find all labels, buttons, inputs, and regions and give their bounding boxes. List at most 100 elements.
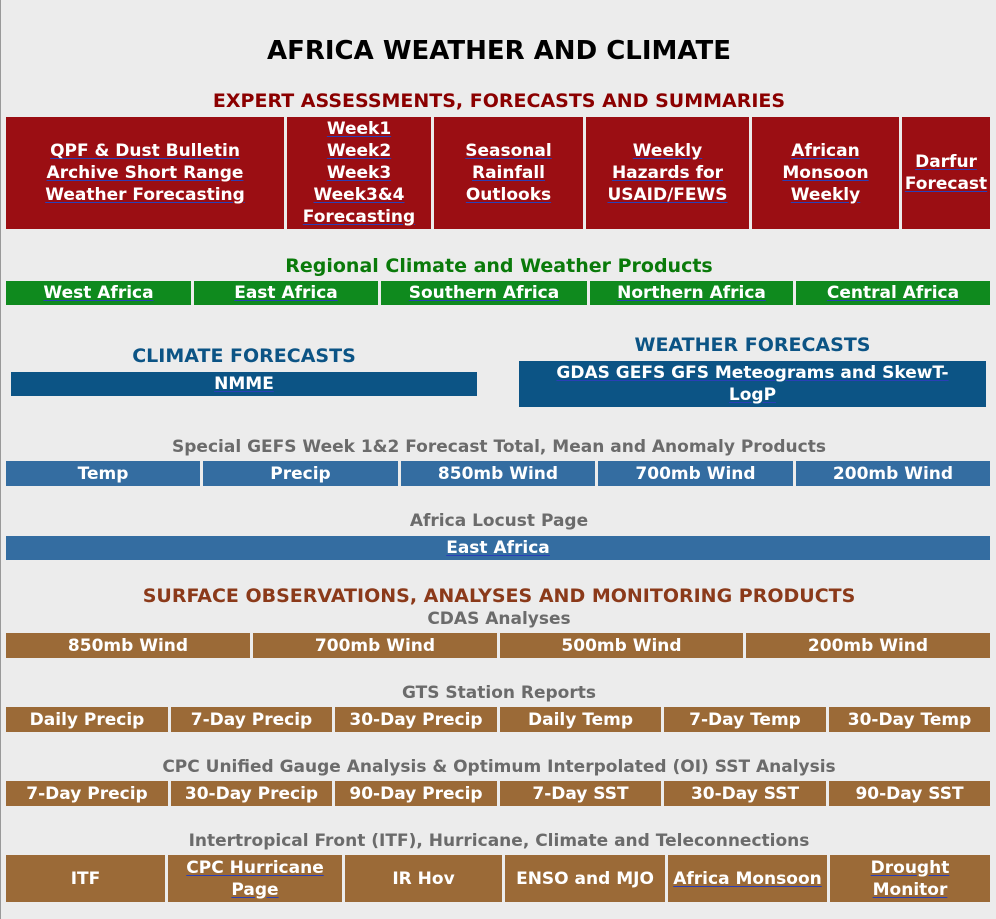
cpc-7day-sst-link[interactable]: 7-Day SST xyxy=(500,781,664,806)
gefs-200mb-wind-label: 200mb Wind xyxy=(832,463,954,484)
gefs-850mb-wind-link[interactable]: 850mb Wind xyxy=(401,461,598,486)
enso-mjo-label: ENSO and MJO xyxy=(516,868,654,889)
east-africa-label: East Africa xyxy=(234,283,338,303)
gts-7day-temp-label: 7-Day Temp xyxy=(689,709,801,730)
week-forecasting-label: Week1 Week2 Week3 Week3&4 Forecasting xyxy=(302,119,416,227)
gdas-gefs-gfs-link[interactable]: GDAS GEFS GFS Meteograms and SkewT-LogP xyxy=(519,361,986,407)
gefs-row: Temp Precip 850mb Wind 700mb Wind 200mb … xyxy=(6,461,990,486)
cdas-header: CDAS Analyses xyxy=(427,609,571,629)
seasonal-outlooks-label: Seasonal Rainfall Outlooks xyxy=(465,141,552,205)
cpc-90day-precip-label: 90-Day Precip xyxy=(349,783,483,804)
gefs-precip-label: Precip xyxy=(270,463,331,484)
northern-africa-label: Northern Africa xyxy=(617,283,766,303)
gefs-200mb-wind-link[interactable]: 200mb Wind xyxy=(796,461,990,486)
west-africa-label: West Africa xyxy=(43,283,154,303)
gts-header: GTS Station Reports xyxy=(401,683,596,703)
gefs-precip-link[interactable]: Precip xyxy=(203,461,401,486)
cpc-30day-sst-link[interactable]: 30-Day SST xyxy=(664,781,829,806)
cdas-500mb-wind-link[interactable]: 500mb Wind xyxy=(500,633,746,658)
gts-7day-temp-link[interactable]: 7-Day Temp xyxy=(664,707,829,732)
itf-link[interactable]: ITF xyxy=(6,855,168,902)
ir-hov-link[interactable]: IR Hov xyxy=(345,855,505,902)
african-monsoon-weekly-link[interactable]: African Monsoon Weekly xyxy=(752,117,902,229)
gts-30day-temp-label: 30-Day Temp xyxy=(847,709,972,730)
qpf-bulletin-label: QPF & Dust Bulletin Archive Short Range … xyxy=(45,141,245,205)
cpc-7day-precip-label: 7-Day Precip xyxy=(26,783,148,804)
nmme-label: NMME xyxy=(214,374,274,394)
gefs-header: Special GEFS Week 1&2 Forecast Total, Me… xyxy=(172,437,826,457)
itf-row: ITF CPC Hurricane Page IR Hov ENSO and M… xyxy=(6,855,990,902)
cdas-700mb-wind-link[interactable]: 700mb Wind xyxy=(253,633,500,658)
weekly-hazards-label: Weekly Hazards for USAID/FEWS xyxy=(607,141,728,205)
africa-monsoon-link[interactable]: Africa Monsoon xyxy=(668,855,830,902)
enso-mjo-link[interactable]: ENSO and MJO xyxy=(505,855,668,902)
cdas-200mb-wind-link[interactable]: 200mb Wind xyxy=(746,633,990,658)
gts-7day-precip-link[interactable]: 7-Day Precip xyxy=(171,707,335,732)
climate-forecasts-header: CLIMATE FORECASTS xyxy=(132,345,356,367)
northern-africa-link[interactable]: Northern Africa xyxy=(590,281,796,305)
cpc-90day-precip-link[interactable]: 90-Day Precip xyxy=(335,781,500,806)
gefs-temp-link[interactable]: Temp xyxy=(6,461,203,486)
gefs-700mb-wind-label: 700mb Wind xyxy=(635,463,756,484)
ir-hov-label: IR Hov xyxy=(392,868,455,889)
gts-daily-temp-label: Daily Temp xyxy=(528,709,633,730)
cdas-200mb-wind-label: 200mb Wind xyxy=(807,635,929,656)
gts-row: Daily Precip 7-Day Precip 30-Day Precip … xyxy=(6,707,990,732)
cdas-850mb-wind-label: 850mb Wind xyxy=(67,635,189,656)
drought-monitor-link[interactable]: Drought Monitor xyxy=(830,855,990,902)
southern-africa-label: Southern Africa xyxy=(408,283,560,303)
surface-header: SURFACE OBSERVATIONS, ANALYSES AND MONIT… xyxy=(142,585,856,607)
gts-7day-precip-label: 7-Day Precip xyxy=(190,709,313,730)
gts-daily-temp-link[interactable]: Daily Temp xyxy=(500,707,664,732)
drought-monitor-label: Drought Monitor xyxy=(870,857,950,900)
darfur-forecast-label: Darfur Forecast xyxy=(904,152,988,194)
cdas-700mb-wind-label: 700mb Wind xyxy=(314,635,436,656)
gefs-temp-label: Temp xyxy=(77,463,129,484)
cpc-header: CPC Unified Gauge Analysis & Optimum Int… xyxy=(162,757,836,777)
qpf-bulletin-link[interactable]: QPF & Dust Bulletin Archive Short Range … xyxy=(6,117,287,229)
expert-header: EXPERT ASSESSMENTS, FORECASTS AND SUMMAR… xyxy=(212,90,786,112)
darfur-forecast-link[interactable]: Darfur Forecast xyxy=(902,117,990,229)
cdas-row: 850mb Wind 700mb Wind 500mb Wind 200mb W… xyxy=(6,633,990,658)
expert-row: QPF & Dust Bulletin Archive Short Range … xyxy=(6,117,990,229)
weekly-hazards-link[interactable]: Weekly Hazards for USAID/FEWS xyxy=(586,117,752,229)
cpc-90day-sst-label: 90-Day SST xyxy=(855,783,964,804)
cpc-30day-precip-label: 30-Day Precip xyxy=(184,783,319,804)
african-monsoon-weekly-label: African Monsoon Weekly xyxy=(782,141,869,205)
weather-forecasts-header: WEATHER FORECASTS xyxy=(634,334,871,356)
cdas-850mb-wind-link[interactable]: 850mb Wind xyxy=(6,633,253,658)
central-africa-label: Central Africa xyxy=(826,283,960,303)
central-africa-link[interactable]: Central Africa xyxy=(796,281,990,305)
cpc-7day-sst-label: 7-Day SST xyxy=(532,783,629,804)
seasonal-outlooks-link[interactable]: Seasonal Rainfall Outlooks xyxy=(434,117,586,229)
africa-monsoon-label: Africa Monsoon xyxy=(673,868,822,889)
cpc-30day-sst-label: 30-Day SST xyxy=(690,783,800,804)
cpc-90day-sst-link[interactable]: 90-Day SST xyxy=(829,781,990,806)
cpc-hurricane-link[interactable]: CPC Hurricane Page xyxy=(168,855,345,902)
locust-row: East Africa xyxy=(6,536,990,560)
southern-africa-link[interactable]: Southern Africa xyxy=(381,281,590,305)
cpc-7day-precip-link[interactable]: 7-Day Precip xyxy=(6,781,171,806)
gts-30day-precip-label: 30-Day Precip xyxy=(349,709,483,730)
itf-label: ITF xyxy=(70,868,101,889)
cpc-row: 7-Day Precip 30-Day Precip 90-Day Precip… xyxy=(6,781,990,806)
gts-daily-precip-label: Daily Precip xyxy=(29,709,145,730)
locust-east-africa-link[interactable]: East Africa xyxy=(6,536,990,560)
regional-header: Regional Climate and Weather Products xyxy=(285,255,713,277)
gts-30day-temp-link[interactable]: 30-Day Temp xyxy=(829,707,990,732)
gts-30day-precip-link[interactable]: 30-Day Precip xyxy=(335,707,500,732)
gts-daily-precip-link[interactable]: Daily Precip xyxy=(6,707,171,732)
week-forecasting-link[interactable]: Week1 Week2 Week3 Week3&4 Forecasting xyxy=(287,117,434,229)
gefs-700mb-wind-link[interactable]: 700mb Wind xyxy=(598,461,796,486)
east-africa-link[interactable]: East Africa xyxy=(194,281,381,305)
west-africa-link[interactable]: West Africa xyxy=(6,281,194,305)
cpc-hurricane-label: CPC Hurricane Page xyxy=(186,857,324,900)
locust-east-africa-label: East Africa xyxy=(446,538,550,558)
page-title: AFRICA WEATHER AND CLIMATE xyxy=(266,36,731,66)
weather-forecasts-row: GDAS GEFS GFS Meteograms and SkewT-LogP xyxy=(519,361,986,407)
itf-header: Intertropical Front (ITF), Hurricane, Cl… xyxy=(188,831,810,851)
cpc-30day-precip-link[interactable]: 30-Day Precip xyxy=(171,781,335,806)
gdas-gefs-gfs-label: GDAS GEFS GFS Meteograms and SkewT-LogP xyxy=(556,363,949,405)
nmme-link[interactable]: NMME xyxy=(11,372,477,396)
cdas-500mb-wind-label: 500mb Wind xyxy=(561,635,682,656)
